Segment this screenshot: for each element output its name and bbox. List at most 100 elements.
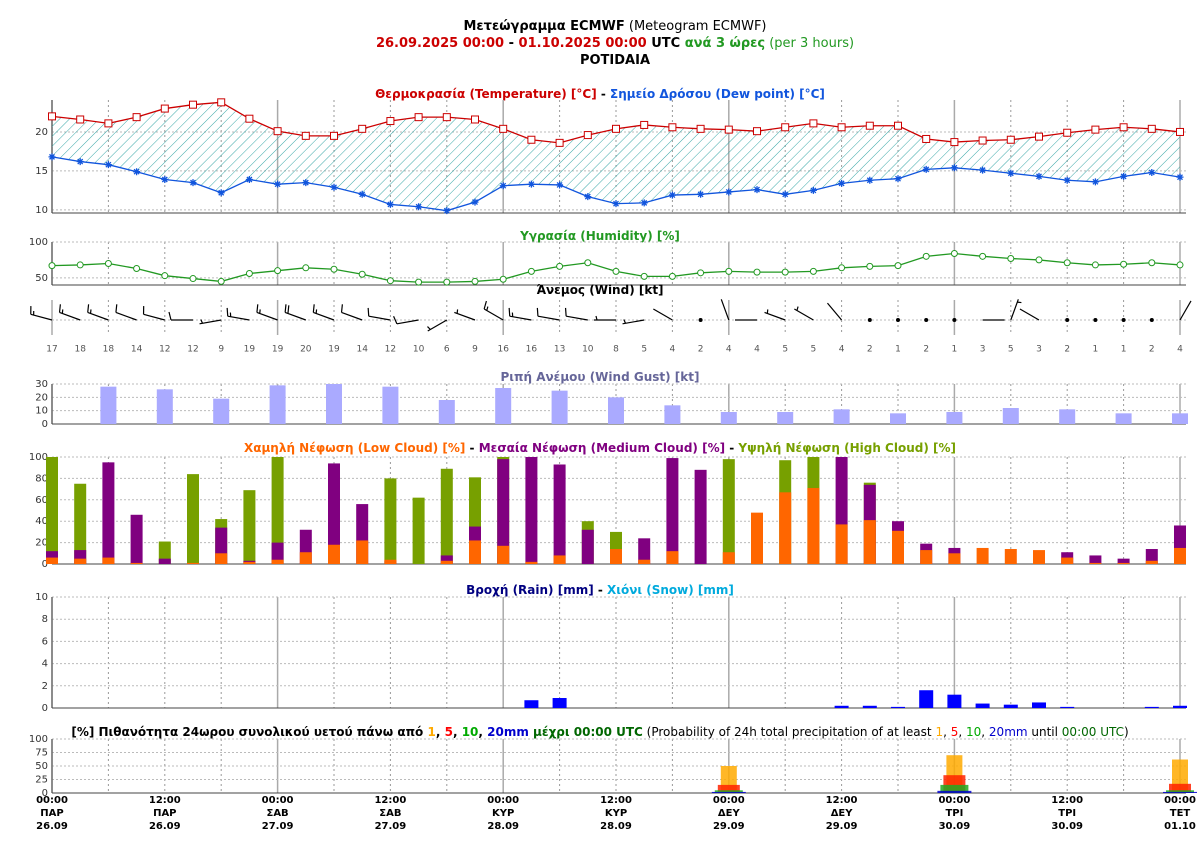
probability-bar — [714, 790, 743, 793]
y-tick-label: 100 — [29, 237, 48, 248]
wind-speed-label: 4 — [839, 345, 845, 355]
wind-speed-label: 1 — [895, 345, 901, 355]
x-tick-label: 30.09 — [939, 821, 971, 832]
bar — [497, 545, 510, 564]
wind-barb — [826, 302, 843, 321]
panel-title-part: , — [981, 725, 989, 739]
wind-speed-label: 19 — [272, 345, 284, 355]
wind-calm — [1121, 318, 1126, 322]
bar — [694, 469, 707, 564]
wind-speed-label: 19 — [244, 345, 256, 355]
panel-title-part: , — [943, 725, 951, 739]
bar — [664, 405, 681, 424]
panel-title-part: 20mm — [989, 725, 1028, 739]
bar — [1032, 702, 1046, 708]
bar — [581, 529, 594, 564]
bar — [328, 544, 340, 564]
point-marker — [979, 252, 987, 260]
panel-title: Υγρασία (Humidity) [%] — [519, 229, 680, 243]
wind-barb — [312, 304, 335, 321]
bar — [553, 555, 566, 564]
bar — [1145, 560, 1158, 564]
bar — [551, 390, 568, 424]
point-marker — [866, 176, 874, 184]
point-marker — [274, 180, 282, 188]
wind-calm — [952, 318, 957, 322]
point-marker — [640, 120, 649, 129]
point-marker — [697, 269, 705, 277]
point-marker — [414, 113, 423, 122]
y-tick-label: 50 — [35, 273, 48, 284]
point-marker — [865, 121, 874, 130]
bar — [328, 463, 340, 564]
point-marker — [612, 267, 620, 275]
point-marker — [104, 119, 113, 128]
wind-speed-label: 20 — [300, 345, 312, 355]
panel-title-part: - — [465, 441, 478, 455]
point-marker — [838, 179, 846, 187]
point-marker — [133, 265, 141, 273]
panel-title: Θερμοκρασία (Temperature) [°C] - Σημείο … — [375, 87, 825, 101]
wind-speed-label: 2 — [698, 345, 704, 355]
wind-barb — [142, 306, 165, 321]
bar — [553, 464, 566, 564]
bar — [1060, 706, 1075, 708]
point-marker — [1006, 135, 1015, 144]
wind-speed-label: 3 — [980, 345, 986, 355]
point-marker — [499, 124, 508, 133]
point-marker — [668, 272, 676, 280]
wind-barb — [199, 319, 222, 325]
point-marker — [386, 200, 394, 208]
point-marker — [245, 114, 254, 123]
wind-speed-label: 2 — [1149, 345, 1155, 355]
bar — [722, 552, 735, 564]
point-marker — [499, 275, 507, 283]
panel-title-part: (Probability of 24h total precipitation … — [643, 725, 936, 739]
bar — [271, 542, 284, 564]
y-tick-label: 10 — [35, 592, 48, 603]
bar — [948, 553, 961, 564]
wind-calm — [896, 318, 900, 322]
wind-barb — [508, 307, 532, 321]
point-marker — [471, 115, 479, 124]
bar — [610, 549, 622, 564]
panel-title-part: , — [453, 725, 462, 739]
x-tick-label: 27.09 — [375, 821, 407, 832]
x-tick-label: ΤΡΙ — [1058, 808, 1076, 819]
point-marker — [104, 260, 112, 267]
wind-barb — [87, 304, 109, 321]
point-marker — [612, 124, 620, 133]
point-marker — [696, 124, 705, 133]
bar — [834, 705, 849, 708]
point-marker — [358, 270, 366, 278]
wind-speed-label: 4 — [754, 345, 760, 355]
x-tick-label: 26.09 — [149, 821, 181, 832]
panel-title-part: 10 — [462, 725, 479, 739]
x-tick-label: ΔΕΥ — [718, 808, 741, 819]
bar — [833, 409, 850, 424]
bar — [666, 551, 679, 564]
wind-barb — [653, 308, 673, 321]
point-marker — [668, 123, 677, 132]
bar — [497, 459, 510, 564]
wind-speed-label: 6 — [444, 345, 450, 355]
point-marker — [1148, 168, 1156, 176]
x-tick-label: 00:00 — [36, 795, 68, 806]
wind-barb — [340, 304, 363, 321]
wind-barb — [226, 307, 250, 321]
bar — [158, 558, 171, 564]
point-marker — [1176, 261, 1184, 269]
wind-speed-label: 12 — [385, 345, 396, 355]
x-tick-label: 00:00 — [713, 795, 745, 806]
wind-speed-label: 8 — [613, 345, 619, 355]
point-marker — [1063, 176, 1071, 184]
bar — [382, 386, 399, 424]
panel-title-part: Άνεμος (Wind) [kt] — [536, 283, 663, 297]
x-tick-label: 12:00 — [600, 795, 632, 806]
point-marker — [922, 134, 931, 143]
bar — [1115, 413, 1132, 424]
bar — [1173, 705, 1187, 708]
x-tick-label: ΤΡΙ — [945, 808, 963, 819]
point-marker — [922, 252, 930, 260]
bar — [1174, 547, 1186, 564]
